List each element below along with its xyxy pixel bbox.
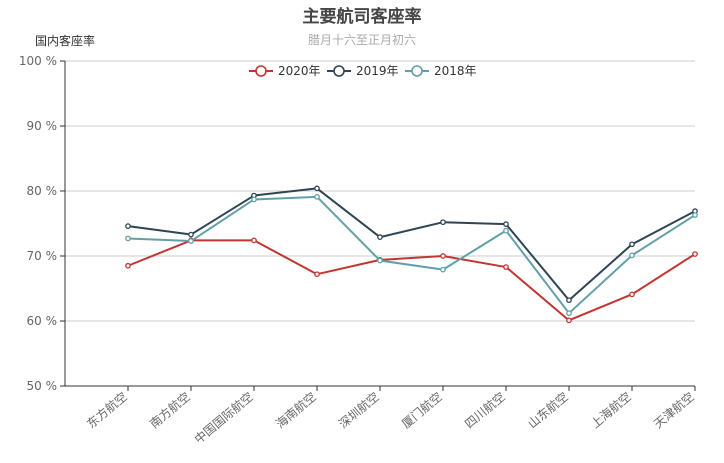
series-line[interactable] [127,187,696,302]
y-tick-label: 70 % [27,249,58,263]
data-point[interactable] [188,238,194,244]
series-line[interactable] [127,239,696,322]
data-point[interactable] [377,257,383,264]
data-point[interactable] [440,266,446,273]
x-tick-label: 中国国际航空 [191,389,256,447]
data-point[interactable] [125,223,131,229]
x-tick-label: 山东航空 [525,389,571,431]
data-point[interactable] [503,264,509,270]
legend-marker[interactable] [411,65,423,77]
y-tick-label: 100 % [19,54,57,68]
data-point[interactable] [503,227,509,234]
data-point[interactable] [629,241,635,248]
data-point[interactable] [440,253,446,259]
x-tick-label: 东方航空 [84,389,130,431]
legend-label[interactable]: 2018年 [434,64,477,78]
legend-marker[interactable] [333,65,345,77]
data-point[interactable] [251,196,257,203]
y-axis-label: 国内客座率 [35,33,95,48]
legend-marker[interactable] [255,65,267,77]
y-tick-label: 50 % [27,379,58,393]
grid [65,60,695,322]
x-tick-label: 四川航空 [462,389,508,431]
chart-title: 主要航司客座率 [303,6,422,27]
x-tick-label: 深圳航空 [336,389,382,431]
data-point[interactable] [629,291,635,298]
data-point[interactable] [314,185,320,192]
data-point[interactable] [629,252,635,259]
series-line[interactable] [127,195,696,315]
x-tick-label: 上海航空 [588,389,634,431]
data-point[interactable] [440,219,446,226]
data-point[interactable] [566,317,572,324]
data-point[interactable] [503,221,509,227]
series-group [125,185,698,324]
data-point[interactable] [377,234,383,240]
data-point[interactable] [566,310,572,317]
legend-label[interactable]: 2020年 [278,64,321,78]
x-tick-label: 海南航空 [273,389,319,431]
data-point[interactable] [251,237,257,244]
data-point[interactable] [125,235,131,242]
axes: 50 % 60 % 70 % 80 % 90 % 100 % 东方航空 南方航空中国国际航空海… [19,54,697,447]
legend[interactable]: 2020年 2019年 2018年 [249,64,477,78]
data-point[interactable] [692,251,698,257]
data-point[interactable] [314,194,320,200]
data-point[interactable] [566,297,572,304]
data-point[interactable] [692,212,698,218]
chart-subtitle: 腊月十六至正月初六 [308,33,416,47]
y-tick-label: 90 % [27,119,58,133]
x-tick-label: 天津航空 [651,389,697,431]
x-tick-label: 厦门航空 [399,389,445,431]
x-tick-label: 南方航空 [147,389,193,431]
y-tick-label: 80 % [27,184,58,198]
data-point[interactable] [125,262,131,269]
y-tick-label: 60 % [27,314,58,328]
data-point[interactable] [314,271,320,278]
data-point[interactable] [188,231,194,238]
legend-label[interactable]: 2019年 [356,64,399,78]
